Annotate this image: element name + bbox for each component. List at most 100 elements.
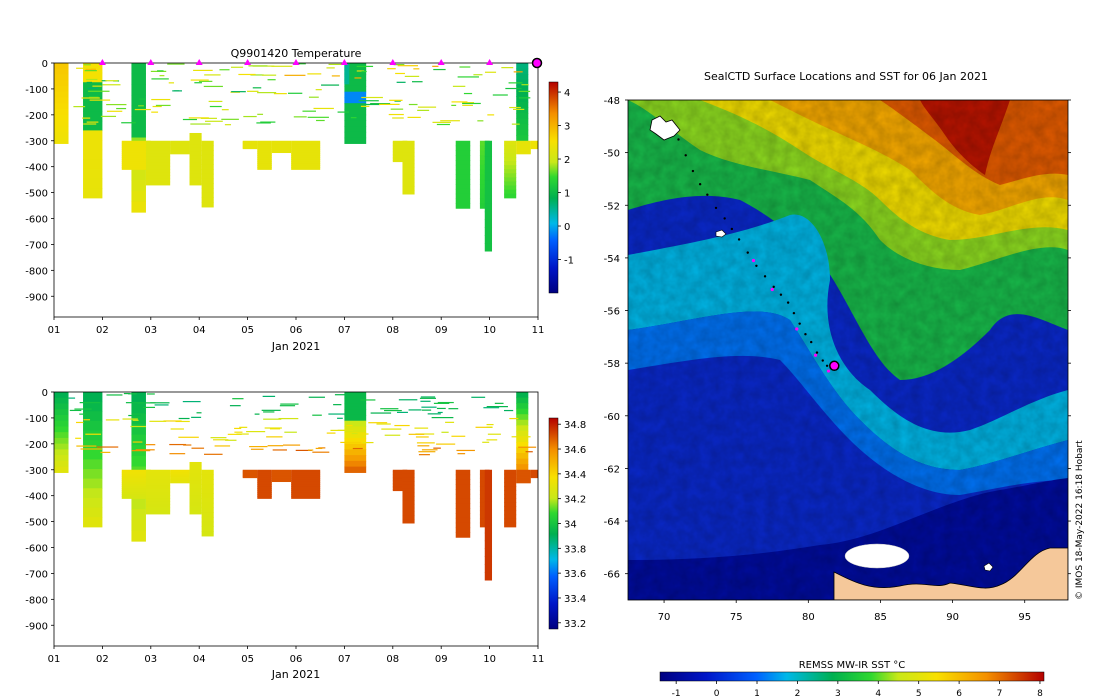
profile-cell	[83, 149, 103, 160]
profile-column	[530, 469, 538, 479]
profile-cell	[121, 486, 151, 489]
y-tick-label: -400	[25, 163, 48, 174]
profile-cell	[170, 146, 190, 148]
profile-cell	[504, 181, 517, 187]
profile-line	[419, 397, 436, 399]
profile-cell	[344, 82, 350, 85]
profile-cell	[402, 488, 415, 494]
profile-line	[123, 392, 130, 395]
profile-line	[76, 67, 91, 69]
profile-line	[169, 443, 187, 446]
current-position-marker	[829, 360, 840, 372]
profile-line	[356, 70, 365, 72]
profile-cell	[131, 434, 146, 446]
profile-cell	[145, 476, 171, 480]
profile-line	[509, 417, 519, 420]
profile-cell	[402, 492, 415, 497]
profile-line	[376, 423, 391, 425]
profile-line	[337, 111, 350, 113]
profile-marker	[292, 59, 300, 65]
profile-column	[516, 63, 529, 142]
x-tick-label: 07	[338, 325, 351, 336]
profile-line	[89, 96, 99, 98]
profile-column	[131, 63, 146, 213]
profile-line	[384, 434, 401, 436]
profile-column	[170, 140, 190, 155]
profile-column	[344, 392, 367, 473]
antarctica-land	[833, 547, 1068, 600]
profile-line	[408, 433, 425, 435]
sst-colorbar-tick-label: 7	[997, 689, 1003, 699]
x-tick-label: 01	[48, 325, 61, 336]
profile-cell	[402, 186, 415, 191]
profile-cell	[170, 480, 190, 483]
profile-cell	[83, 178, 103, 189]
y-tick-label: -200	[25, 440, 48, 451]
profile-cell	[291, 142, 321, 146]
profile-cell	[271, 473, 292, 476]
profile-cell	[516, 419, 529, 426]
profile-cell	[291, 477, 321, 481]
profile-cell	[145, 498, 171, 502]
profile-line	[295, 449, 312, 451]
profile-line	[172, 90, 182, 92]
profile-column	[257, 469, 272, 499]
profile-cell	[291, 479, 321, 483]
profile-cell	[189, 132, 202, 138]
profile-cell	[121, 155, 151, 158]
profile-cell	[201, 159, 214, 165]
profile-cell	[455, 184, 471, 190]
x-tick-label: 11	[532, 654, 545, 665]
profile-cell	[516, 90, 529, 97]
profile-line	[85, 72, 92, 75]
profile-line	[388, 113, 404, 116]
profile-cell	[291, 484, 321, 487]
profile-cell	[145, 479, 171, 483]
profile-cell	[344, 68, 350, 72]
profile-cell	[402, 496, 415, 501]
lat-tick-label: -64	[604, 517, 620, 528]
profile-line	[509, 106, 521, 109]
profile-cell	[344, 80, 350, 83]
profile-line	[340, 441, 362, 444]
profile-cell	[516, 403, 529, 410]
lat-tick-label: -66	[604, 570, 620, 581]
profile-cell	[516, 477, 531, 479]
track-point	[772, 285, 775, 289]
profile-line	[128, 393, 137, 395]
profile-cell	[516, 85, 529, 92]
profile-cell	[54, 455, 69, 462]
profile-cell	[516, 129, 529, 136]
profile-cell	[201, 483, 214, 490]
track-point	[755, 264, 758, 267]
profile-cell	[121, 148, 151, 152]
profile-cell	[201, 202, 214, 208]
profile-line	[152, 105, 162, 108]
profile-cell	[189, 476, 202, 482]
profile-cell	[455, 508, 471, 514]
profile-cell	[54, 397, 69, 405]
temperature-colorbar	[548, 81, 559, 294]
profile-line	[234, 431, 243, 433]
track-profile-point	[813, 353, 818, 357]
profile-cell	[484, 140, 493, 150]
y-tick-label: -500	[25, 518, 48, 529]
track-point	[825, 364, 829, 367]
profile-cell	[344, 420, 367, 428]
profile-line	[191, 416, 202, 418]
profile-cell	[54, 137, 69, 144]
profile-line	[101, 80, 107, 82]
profile-cell	[504, 157, 517, 162]
profile-line	[501, 67, 514, 69]
profile-cell	[189, 502, 202, 508]
colorbar-tick-label: 2	[564, 155, 570, 166]
profile-line	[287, 92, 303, 94]
profile-cell	[392, 155, 408, 158]
profile-cell	[189, 461, 202, 467]
x-tick-label: 06	[290, 325, 303, 336]
profile-line	[379, 103, 400, 105]
track-point	[706, 193, 709, 196]
profile-cell	[145, 165, 171, 170]
profile-cell	[257, 496, 272, 499]
profile-cell	[504, 506, 517, 512]
